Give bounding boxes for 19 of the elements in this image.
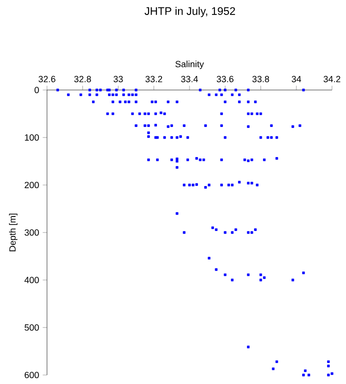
x-tick-label: 33.2 [145, 76, 162, 82]
chart-title: JHTP in July, 1952 [144, 6, 236, 18]
x-tick-label: 34 [292, 76, 302, 82]
y-tick-label: 0 [34, 86, 39, 94]
y-tick-label: 400 [24, 276, 39, 284]
y-tick-label: 600 [24, 372, 39, 378]
y-tick-label: 500 [24, 324, 39, 331]
x-tick-label: 33.4 [181, 76, 198, 82]
y-tick-label: 300 [24, 229, 39, 236]
x-axis-title: Salinity [175, 60, 204, 70]
y-tick-label: 200 [24, 182, 39, 188]
x-tick-label: 32.8 [74, 76, 91, 82]
x-tick-label: 32.6 [38, 76, 56, 82]
y-axis-title: Depth [m] [9, 214, 18, 252]
y-tick-label: 100 [24, 134, 39, 141]
x-tick-label: 33 [114, 76, 123, 82]
x-tick-label: 33.6 [216, 76, 234, 82]
x-tick-label: 34.2 [324, 76, 340, 82]
x-tick-label: 33.8 [252, 76, 270, 82]
